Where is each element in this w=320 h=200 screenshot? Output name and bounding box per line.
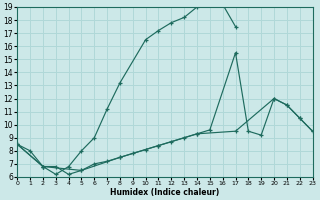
- X-axis label: Humidex (Indice chaleur): Humidex (Indice chaleur): [110, 188, 220, 197]
